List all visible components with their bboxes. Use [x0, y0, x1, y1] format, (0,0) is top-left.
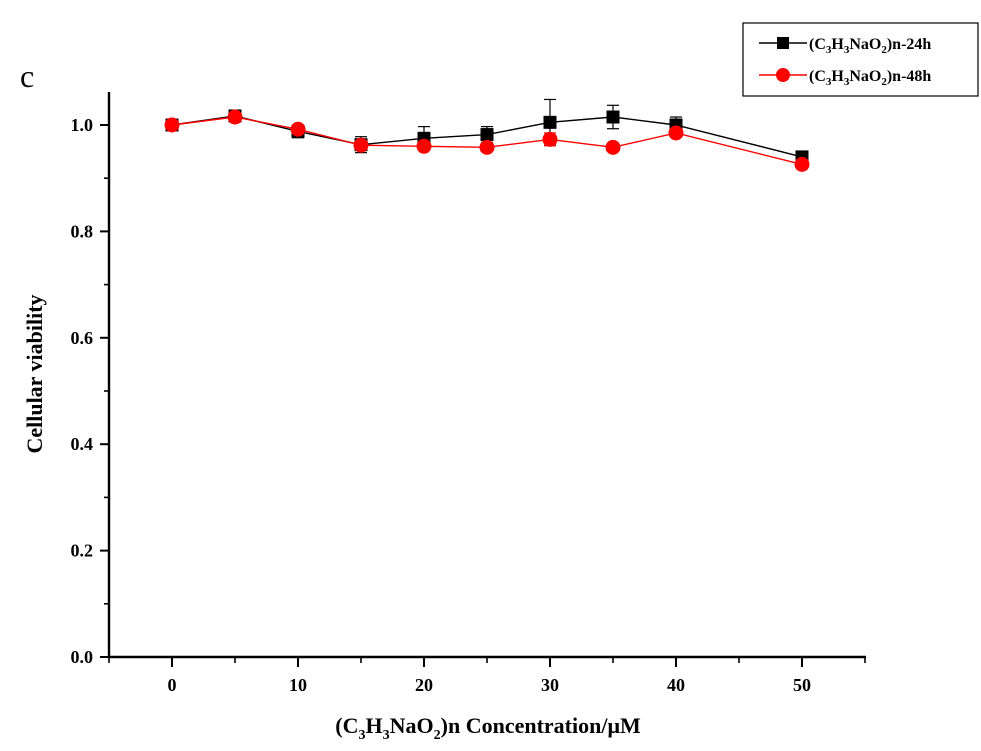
- data-point-circle: [290, 121, 306, 137]
- legend-box: [742, 22, 979, 97]
- x-tick-label: 40: [667, 675, 685, 695]
- data-point-circle: [542, 131, 558, 147]
- y-tick-label: 0.6: [71, 328, 94, 348]
- x-tick-label: 50: [793, 675, 811, 695]
- data-point-circle: [416, 138, 432, 154]
- y-ticks: 0.0 0.2 0.4 0.6 0.8 1.0: [71, 115, 109, 667]
- legend-label-24h: (C3H3NaO2)n-24h: [809, 36, 931, 56]
- x-ticks: 0 10 20 30 40 50: [108, 657, 866, 695]
- data-point-square: [480, 128, 494, 142]
- data-point-square: [543, 115, 557, 129]
- panel-label: c: [20, 58, 34, 94]
- x-tick-label: 20: [415, 675, 433, 695]
- legend-item-48h: (C3H3NaO2)n-48h: [759, 68, 931, 88]
- legend-label-48h: (C3H3NaO2)n-48h: [809, 68, 931, 88]
- y-tick-label: 0.2: [71, 541, 94, 561]
- series-48h: [164, 109, 810, 172]
- series-layer: [164, 98, 810, 172]
- data-point-circle: [668, 125, 684, 141]
- data-point-square: [606, 110, 620, 124]
- y-tick-label: 1.0: [71, 115, 94, 135]
- y-axis-title: Cellular viability: [22, 294, 47, 453]
- y-tick-label: 0.8: [71, 221, 94, 241]
- x-axis-title: (C3H3NaO2)n Concentration/μM: [335, 713, 641, 743]
- x-tick-label: 0: [168, 675, 177, 695]
- data-point-circle: [353, 137, 369, 153]
- data-point-circle: [479, 139, 495, 155]
- legend-marker-48h: [776, 68, 790, 82]
- y-tick-label: 0.4: [71, 434, 94, 454]
- x-tick-label: 30: [541, 675, 559, 695]
- data-point-circle: [794, 156, 810, 172]
- legend-marker-24h: [777, 37, 789, 49]
- x-tick-label: 10: [289, 675, 307, 695]
- y-tick-label: 0.0: [71, 647, 94, 667]
- data-point-circle: [227, 109, 243, 125]
- legend: (C3H3NaO2)n-24h (C3H3NaO2)n-48h: [742, 22, 979, 97]
- axes: [107, 92, 866, 659]
- data-point-circle: [164, 117, 180, 133]
- legend-item-24h: (C3H3NaO2)n-24h: [759, 36, 931, 56]
- series-line: [171, 116, 803, 166]
- data-point-circle: [605, 139, 621, 155]
